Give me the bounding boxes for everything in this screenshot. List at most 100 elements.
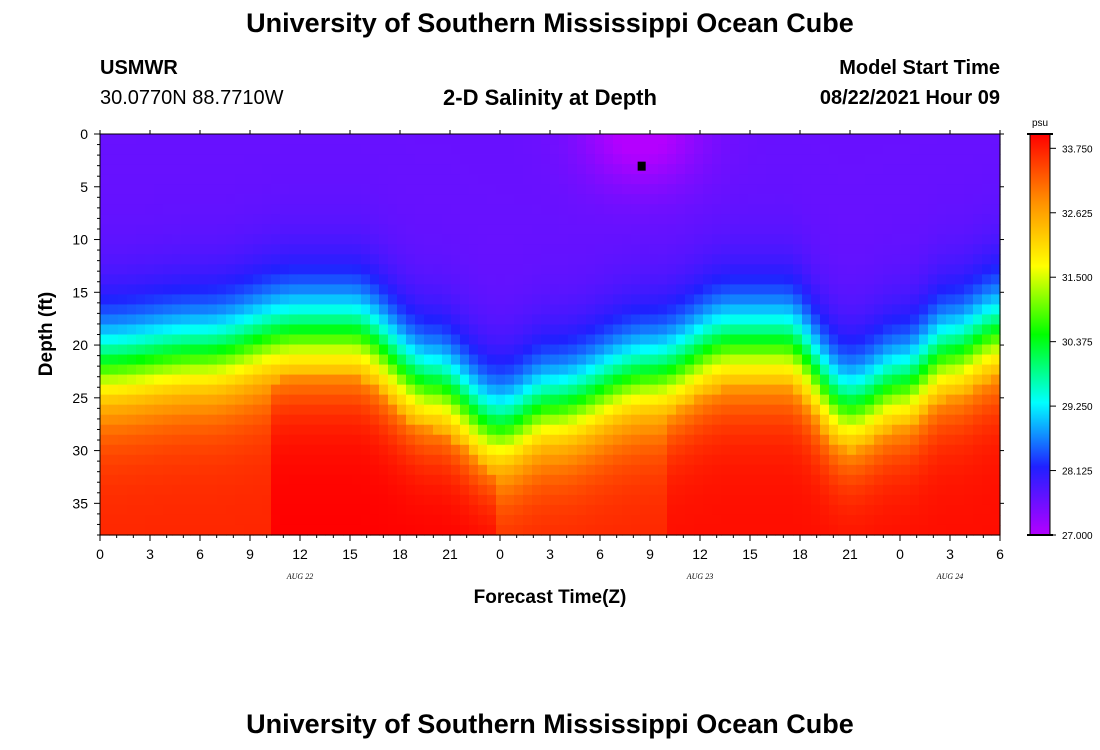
heatmap-cell	[676, 304, 686, 316]
heatmap-cell	[136, 384, 146, 396]
heatmap-cell	[874, 414, 884, 426]
heatmap-cell	[640, 434, 650, 446]
heatmap-cell	[928, 184, 938, 195]
heatmap-cell	[883, 434, 893, 446]
heatmap-cell	[766, 254, 776, 265]
heatmap-cell	[208, 234, 218, 245]
heatmap-cell	[730, 394, 740, 406]
heatmap-cell	[685, 174, 695, 185]
heatmap-cell	[865, 464, 875, 476]
heatmap-cell	[253, 364, 263, 376]
heatmap-cell	[208, 404, 218, 416]
heatmap-cell	[280, 374, 290, 386]
heatmap-cells	[100, 134, 1001, 536]
heatmap-cell	[244, 254, 254, 265]
heatmap-cell	[181, 444, 191, 456]
heatmap-cell	[154, 324, 164, 336]
heatmap-cell	[640, 224, 650, 235]
heatmap-cell	[766, 314, 776, 326]
heatmap-cell	[649, 464, 659, 476]
heatmap-cell	[550, 134, 560, 145]
heatmap-cell	[775, 404, 785, 416]
heatmap-cell	[262, 514, 272, 526]
heatmap-cell	[262, 314, 272, 326]
heatmap-cell	[226, 254, 236, 265]
heatmap-cell	[235, 414, 245, 426]
heatmap-cell	[514, 344, 524, 356]
heatmap-cell	[298, 154, 308, 165]
heatmap-cell	[244, 444, 254, 456]
heatmap-cell	[928, 374, 938, 386]
heatmap-cell	[820, 274, 830, 285]
heatmap-cell	[568, 414, 578, 426]
heatmap-cell	[172, 374, 182, 386]
heatmap-cell	[217, 394, 227, 406]
heatmap-cell	[352, 414, 362, 426]
heatmap-cell	[703, 224, 713, 235]
heatmap-cell	[424, 394, 434, 406]
heatmap-cell	[334, 294, 344, 306]
heatmap-cell	[442, 234, 452, 245]
heatmap-cell	[460, 324, 470, 336]
heatmap-cell	[586, 314, 596, 326]
heatmap-cell	[262, 484, 272, 496]
heatmap-cell	[325, 524, 335, 536]
heatmap-cell	[280, 464, 290, 476]
heatmap-cell	[658, 454, 668, 466]
heatmap-cell	[982, 394, 992, 406]
heatmap-cell	[253, 394, 263, 406]
heatmap-cell	[397, 214, 407, 225]
heatmap-cell	[964, 224, 974, 235]
heatmap-cell	[622, 284, 632, 296]
heatmap-cell	[460, 184, 470, 195]
heatmap-cell	[523, 414, 533, 426]
heatmap-cell	[532, 314, 542, 326]
heatmap-cell	[514, 444, 524, 456]
heatmap-cell	[649, 294, 659, 306]
heatmap-cell	[739, 434, 749, 446]
heatmap-cell	[847, 394, 857, 406]
heatmap-cell	[631, 264, 641, 275]
heatmap-cell	[109, 454, 119, 466]
heatmap-cell	[424, 344, 434, 356]
heatmap-cell	[649, 444, 659, 456]
heatmap-cell	[190, 214, 200, 225]
heatmap-cell	[397, 254, 407, 265]
heatmap-cell	[919, 394, 929, 406]
heatmap-cell	[784, 164, 794, 175]
heatmap-cell	[721, 444, 731, 456]
heatmap-cell	[127, 504, 137, 516]
heatmap-cell	[748, 394, 758, 406]
heatmap-cell	[100, 324, 110, 336]
heatmap-cell	[595, 464, 605, 476]
heatmap-cell	[721, 354, 731, 366]
heatmap-cell	[415, 464, 425, 476]
heatmap-cell	[199, 424, 209, 436]
heatmap-cell	[982, 494, 992, 506]
heatmap-cell	[631, 314, 641, 326]
heatmap-cell	[910, 334, 920, 346]
heatmap-cell	[757, 244, 767, 255]
heatmap-cell	[127, 184, 137, 195]
heatmap-cell	[325, 464, 335, 476]
heatmap-cell	[343, 344, 353, 356]
heatmap-cell	[928, 344, 938, 356]
heatmap-cell	[262, 464, 272, 476]
heatmap-cell	[919, 334, 929, 346]
heatmap-cell	[244, 424, 254, 436]
heatmap-cell	[586, 454, 596, 466]
heatmap-cell	[982, 214, 992, 225]
heatmap-cell	[145, 424, 155, 436]
heatmap-cell	[199, 194, 209, 205]
heatmap-cell	[388, 214, 398, 225]
heatmap-cell	[694, 174, 704, 185]
heatmap-cell	[226, 464, 236, 476]
heatmap-cell	[280, 384, 290, 396]
heatmap-cell	[523, 144, 533, 155]
heatmap-cell	[739, 154, 749, 165]
heatmap-cell	[712, 154, 722, 165]
heatmap-cell	[343, 414, 353, 426]
heatmap-cell	[784, 234, 794, 245]
heatmap-cell	[640, 154, 650, 165]
heatmap-cell	[820, 254, 830, 265]
